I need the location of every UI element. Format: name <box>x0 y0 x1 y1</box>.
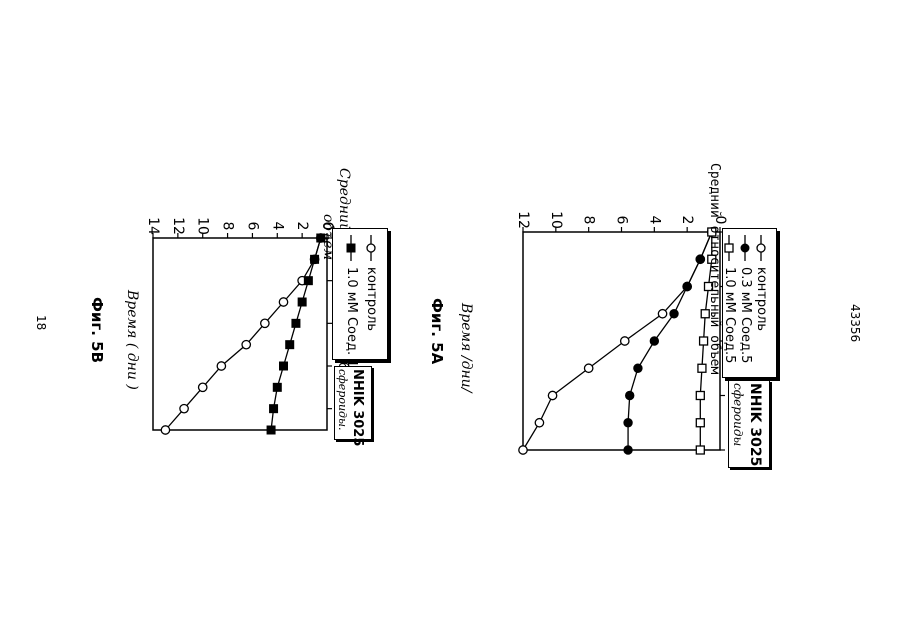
fig5a-series-1-point <box>624 419 632 427</box>
fig5b-y-tick-label: 10 <box>195 217 211 235</box>
fig5b-cell-type: сфероиды. <box>336 369 349 430</box>
fig5b-legend-item-10mm: 1.0 мМ Соед. 16 <box>344 235 359 376</box>
fig5b-y-tick-label: 14 <box>145 217 161 235</box>
fig5a-legend-item-control: контроль <box>754 235 769 331</box>
fig5b-series-1-point <box>267 426 275 434</box>
fig5a-series-2-point <box>698 364 706 372</box>
fig5b-y-tick-label: 8 <box>220 222 236 231</box>
fig5a-y-tick-label: 12 <box>515 211 531 229</box>
fig5b-series-1-point <box>270 405 278 413</box>
fig5b-cell-line: NHIK 3025 <box>350 369 365 446</box>
fig5a-series-0-point <box>519 446 527 454</box>
open-square-marker-icon <box>725 235 735 261</box>
filled-circle-marker-icon <box>741 235 751 261</box>
fig5b-series-0-point <box>261 319 269 327</box>
fig5a-cell-box: NHIK 3025 сфероиды <box>728 380 770 468</box>
fig5a-y-tick-label: 4 <box>646 216 662 225</box>
fig5a-series-0-point <box>535 419 543 427</box>
fig5a-series-2-point <box>696 392 704 400</box>
fig5a-legend-item-03mm: 0.3 мМ Соед.5 <box>738 235 753 363</box>
fig5a-series-1-point <box>696 255 704 263</box>
fig5a-y-tick-label: 6 <box>614 216 630 225</box>
open-circle-marker-icon <box>367 235 377 261</box>
fig5b-legend: контроль 1.0 мМ Соед. 16 <box>332 228 388 360</box>
fig5a-series-0-point <box>584 364 592 372</box>
fig5b-legend-label-10mm: 1.0 мМ Соед. 16 <box>344 267 359 376</box>
fig5a-series-0-point <box>658 310 666 318</box>
fig5b-series-0-point <box>161 426 169 434</box>
fig5b-series-line-1 <box>271 238 321 430</box>
fig5a-cell-line: NHIK 3025 <box>747 383 763 466</box>
fig5a-series-2-point <box>696 446 704 454</box>
fig5a-series-2-point <box>696 419 704 427</box>
fig5b-y-tick-label: 2 <box>294 222 310 231</box>
fig5a-series-0-point <box>621 337 629 345</box>
fig5b-series-0-point <box>180 404 188 412</box>
fig5b-series-1-point <box>292 319 300 327</box>
fig5b-legend-label-control: контроль <box>364 267 379 331</box>
fig5b-series-1-point <box>280 362 288 370</box>
fig5b-series-0-point <box>242 340 250 348</box>
fig5a-series-1-point <box>650 337 658 345</box>
fig5b-y-tick-label: 12 <box>170 217 186 235</box>
fig5b-y-tick-label: 6 <box>244 222 260 231</box>
fig5b-legend-item-control: контроль <box>364 235 379 331</box>
fig5b-figure-label: Фиг. 5В <box>88 297 106 363</box>
fig5a-legend-label-10mm: 1.0 мМ Соед.5 <box>722 267 737 363</box>
fig5a-legend-label-control: контроль <box>754 267 769 331</box>
fig5a-series-1-point <box>683 282 691 290</box>
fig5a-y-tick-label: 2 <box>679 216 695 225</box>
fig5b-series-line-0 <box>165 238 320 430</box>
fig5a-y-tick-label: 10 <box>548 211 564 229</box>
fig5b-series-1-point <box>273 383 281 391</box>
fig5a-series-1-point <box>670 310 678 318</box>
fig5a-legend-item-10mm: 1.0 мМ Соед.5 <box>722 235 737 363</box>
fig5a-y-tick-label: 8 <box>581 216 597 225</box>
fig5b-x-axis-label: Время ( дни ) <box>124 290 140 390</box>
fig5a-series-0-point <box>548 391 556 399</box>
fig5a-series-1-point <box>634 364 642 372</box>
fig5b-y-tick-label: 4 <box>269 222 285 231</box>
fig5b-series-0-point <box>217 362 225 370</box>
fig5a-series-1-point <box>624 446 632 454</box>
fig5a-figure-label: Фиг. 5А <box>428 298 446 364</box>
fig5b-plot-frame <box>153 238 327 430</box>
open-circle-marker-icon <box>757 235 767 261</box>
filled-square-marker-icon <box>347 235 357 261</box>
fig5a-series-line-0 <box>523 232 712 450</box>
fig5b-series-0-point <box>279 298 287 306</box>
fig5b-cell-box: NHIK 3025 сфероиды. <box>334 366 372 440</box>
fig5b-series-1-point <box>304 277 312 285</box>
fig5b-series-1-point <box>298 298 306 306</box>
fig5a-series-1-point <box>626 391 634 399</box>
fig5a-cell-type: сфероиды <box>731 383 745 446</box>
fig5b-series-1-point <box>286 341 294 349</box>
fig5a-y-axis-label: Средний относительный объем <box>707 163 722 374</box>
fig5b-series-1-point <box>311 255 319 263</box>
fig5b-series-0-point <box>199 383 207 391</box>
fig5a-legend: контроль 0.3 мМ Соед.5 1.0 мМ Соед.5 <box>722 228 777 378</box>
fig5a-legend-label-03mm: 0.3 мМ Соед.5 <box>738 267 753 363</box>
fig5a-x-axis-label: Время /дни/ <box>458 303 474 392</box>
